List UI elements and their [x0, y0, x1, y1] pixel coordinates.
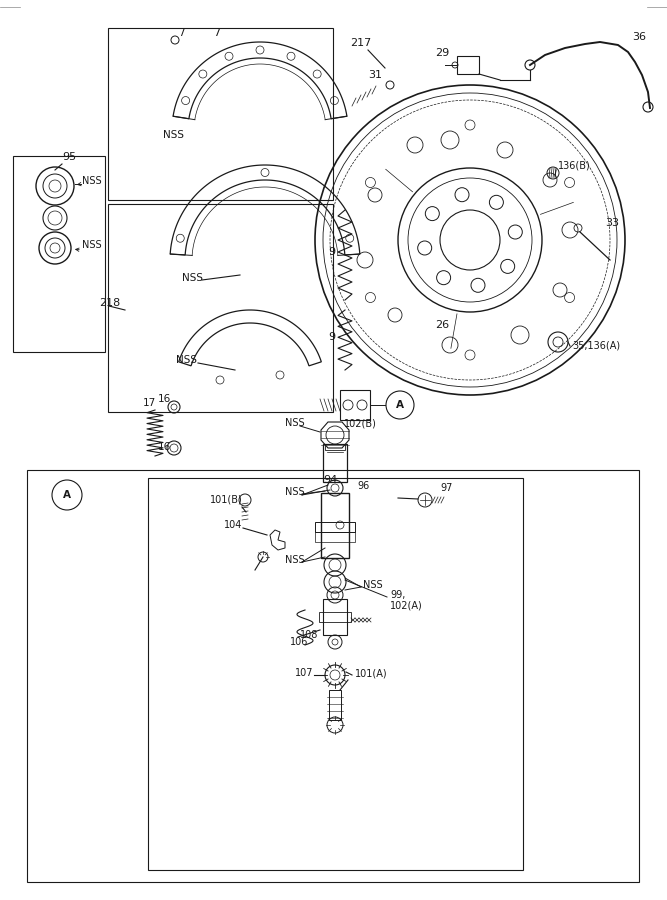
Text: 26: 26	[435, 320, 449, 330]
Text: 17: 17	[143, 398, 156, 408]
Text: 97: 97	[440, 483, 452, 493]
Text: NSS: NSS	[176, 355, 197, 365]
Text: 217: 217	[350, 38, 372, 48]
Bar	[108, 28, 333, 200]
Text: 218: 218	[99, 298, 120, 308]
Text: 95: 95	[62, 152, 76, 162]
Text: NSS: NSS	[82, 240, 101, 250]
Bar	[148, 478, 523, 870]
Text: 33: 33	[605, 218, 619, 228]
Text: 108: 108	[300, 630, 318, 640]
Text: 16: 16	[158, 442, 171, 452]
Text: 136(B): 136(B)	[558, 160, 591, 170]
Bar	[13, 156, 105, 352]
Bar	[321, 493, 349, 558]
Bar	[325, 444, 345, 450]
Text: 101(A): 101(A)	[355, 668, 388, 678]
Text: 36: 36	[632, 32, 646, 42]
Text: A: A	[396, 400, 404, 410]
Bar	[319, 612, 351, 622]
Text: 99,: 99,	[390, 590, 406, 600]
Text: NSS: NSS	[285, 487, 305, 497]
Bar	[323, 599, 347, 635]
Text: NSS: NSS	[82, 176, 101, 186]
Circle shape	[52, 480, 82, 510]
Bar	[27, 470, 639, 882]
Bar	[457, 56, 479, 74]
Bar	[323, 444, 347, 482]
Bar	[315, 522, 355, 532]
Text: NSS: NSS	[182, 273, 203, 283]
Text: 31: 31	[368, 70, 382, 80]
Bar	[315, 532, 355, 542]
Text: NSS: NSS	[285, 555, 305, 565]
Text: 35,136(A): 35,136(A)	[572, 340, 620, 350]
Text: A: A	[63, 490, 71, 500]
Text: 104: 104	[224, 520, 242, 530]
Circle shape	[386, 391, 414, 419]
Text: NSS: NSS	[285, 418, 305, 428]
Text: 102(B): 102(B)	[344, 418, 377, 428]
Text: 96: 96	[357, 481, 370, 491]
Text: 7: 7	[213, 28, 220, 38]
Text: 9: 9	[328, 247, 335, 257]
Text: 29: 29	[435, 48, 450, 58]
Text: NSS: NSS	[163, 130, 184, 140]
Text: 101(B): 101(B)	[210, 495, 243, 505]
Text: 107: 107	[295, 668, 313, 678]
Bar	[329, 690, 341, 720]
Text: 106: 106	[290, 637, 308, 647]
Bar	[108, 204, 333, 412]
Bar	[340, 390, 370, 420]
Text: NSS: NSS	[363, 580, 383, 590]
Text: 9: 9	[328, 332, 335, 342]
Text: 7: 7	[178, 28, 185, 38]
Text: 102(A): 102(A)	[390, 600, 423, 610]
Text: 94: 94	[323, 475, 338, 485]
Text: 16: 16	[158, 394, 171, 404]
